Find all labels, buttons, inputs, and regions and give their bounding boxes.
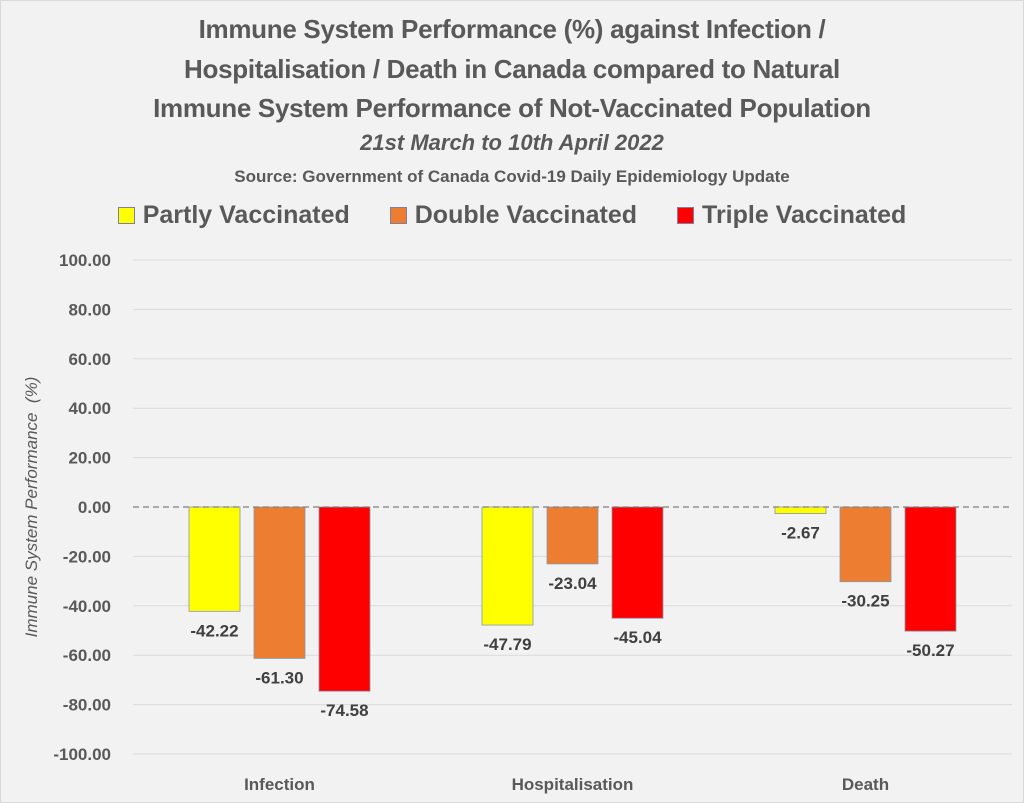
y-tick-label: 60.00: [68, 350, 111, 369]
y-axis-title: Immune System Performance (%): [22, 377, 41, 638]
data-label: -30.25: [841, 592, 889, 611]
y-tick-label: 100.00: [59, 251, 111, 270]
legend-swatch-double: [389, 207, 407, 224]
data-label: -42.22: [190, 621, 238, 640]
data-label: -74.58: [320, 701, 368, 720]
data-label: -23.04: [548, 574, 597, 593]
legend-item-double: Double Vaccinated: [389, 201, 638, 230]
y-tick-label: 80.00: [68, 300, 111, 319]
chart-title-line-2: Hospitalisation / Death in Canada compar…: [184, 54, 840, 84]
x-category-label: Hospitalisation: [512, 775, 634, 794]
bar-partly-vaccinated: [774, 506, 827, 514]
y-tick-label: -100.00: [53, 745, 111, 764]
bar-partly-vaccinated: [481, 506, 534, 626]
legend: Partly Vaccinated Double Vaccinated Trip…: [0, 201, 1024, 230]
legend-item-triple: Triple Vaccinated: [677, 201, 906, 230]
data-label: -45.04: [613, 628, 662, 647]
legend-label-partly: Partly Vaccinated: [142, 201, 350, 229]
x-category-label: Infection: [244, 775, 315, 794]
y-tick-label: 0.00: [78, 498, 111, 517]
bar-triple-vaccinated: [318, 506, 371, 692]
data-label: -47.79: [483, 635, 531, 654]
y-tick-label: -80.00: [63, 696, 111, 715]
chart-source: Source: Government of Canada Covid-19 Da…: [234, 167, 790, 186]
legend-item-partly: Partly Vaccinated: [117, 201, 350, 230]
y-axis-ticks: 100.00 80.00 60.00 40.00 20.00 0.00 -20.00 -40.…: [53, 251, 111, 764]
bar-double-vaccinated: [839, 506, 892, 583]
bar-double-vaccinated: [546, 506, 599, 565]
bar-double-vaccinated: [253, 506, 306, 659]
data-label: -2.67: [781, 524, 820, 543]
legend-swatch-partly: [117, 207, 135, 224]
y-tick-label: -40.00: [63, 597, 111, 616]
data-label: -61.30: [255, 668, 303, 687]
chart-title-line-3: Immune System Performance of Not-Vaccina…: [153, 93, 871, 123]
y-tick-label: -60.00: [63, 646, 111, 665]
x-category-label: Death: [842, 775, 889, 794]
chart-subtitle: 21st March to 10th April 2022: [360, 130, 664, 155]
bar-partly-vaccinated: [188, 506, 241, 612]
data-label: -50.27: [906, 641, 954, 660]
x-axis-categories: Infection Hospitalisation Death: [244, 775, 889, 794]
legend-label-double: Double Vaccinated: [414, 201, 638, 229]
bars: [188, 506, 957, 692]
y-tick-label: 20.00: [68, 449, 111, 468]
chart-title-line-1: Immune System Performance (%) against In…: [198, 14, 826, 44]
data-labels: -42.22 -61.30 -74.58 -47.79 -23.04 -45.04 -2.6…: [190, 524, 954, 721]
legend-swatch-triple: [677, 207, 695, 224]
legend-label-triple: Triple Vaccinated: [702, 201, 907, 229]
bar-triple-vaccinated: [904, 506, 957, 632]
y-tick-label: -20.00: [63, 547, 111, 566]
bar-triple-vaccinated: [611, 506, 664, 619]
y-tick-label: 40.00: [68, 399, 111, 418]
